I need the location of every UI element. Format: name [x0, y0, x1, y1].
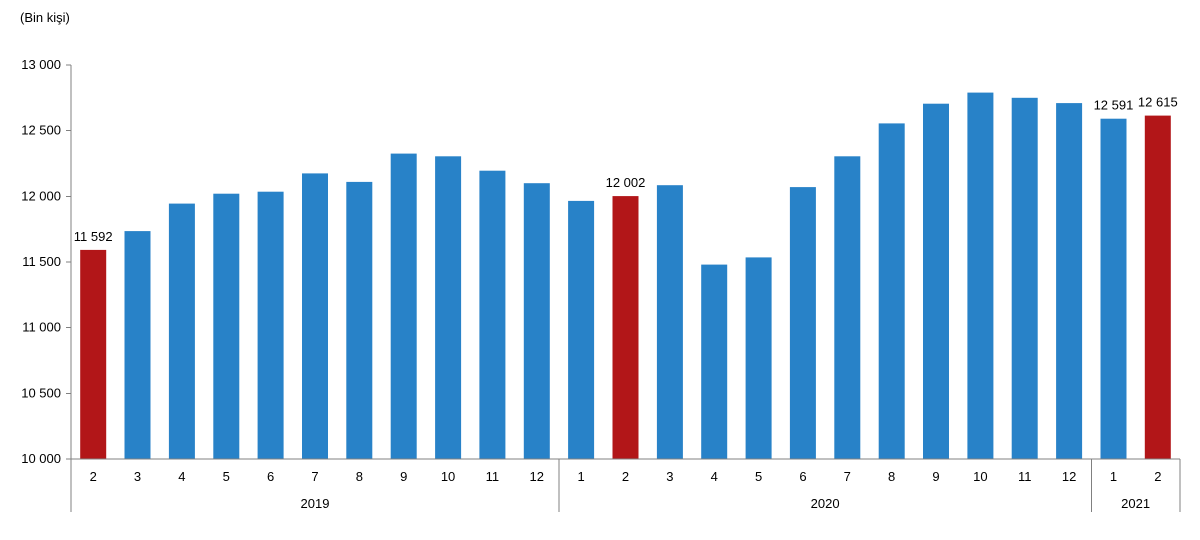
bar [302, 173, 328, 459]
x-tick-label: 2 [90, 469, 97, 484]
y-tick-label: 11 000 [22, 320, 61, 335]
x-tick-label: 8 [888, 469, 895, 484]
bar [435, 156, 462, 460]
data-label: 12 002 [606, 175, 646, 190]
y-tick-label: 10 500 [21, 385, 61, 400]
x-tick-label: 5 [223, 469, 230, 484]
y-tick-label: 10 000 [21, 451, 61, 466]
bar [80, 249, 107, 459]
x-tick-label: 6 [799, 469, 806, 484]
x-tick-label: 1 [578, 469, 585, 484]
y-tick-label: 13 000 [21, 57, 61, 72]
x-tick-label: 7 [844, 469, 851, 484]
y-tick-label: 12 500 [21, 123, 61, 138]
bar [1056, 103, 1083, 459]
bar [1100, 118, 1127, 459]
bar [257, 191, 284, 459]
x-tick-label: 8 [356, 469, 363, 484]
x-tick-label: 7 [311, 469, 318, 484]
data-label: 11 592 [74, 229, 113, 244]
y-tick-label: 12 000 [21, 188, 61, 203]
x-tick-label: 3 [666, 469, 673, 484]
x-group-label: 2021 [1121, 496, 1150, 511]
x-tick-label: 4 [711, 469, 718, 484]
bar [346, 181, 373, 459]
bar [967, 92, 994, 459]
x-tick-label: 10 [441, 469, 455, 484]
bars [80, 92, 1171, 460]
bar [656, 185, 683, 459]
bar [701, 264, 728, 459]
bar [568, 200, 595, 459]
bar [789, 187, 816, 459]
bar [168, 203, 195, 459]
bar [745, 257, 772, 459]
x-tick-label: 11 [1018, 469, 1032, 484]
x-tick-label: 11 [486, 469, 500, 484]
x-tick-label: 2 [1154, 469, 1161, 484]
x-group-label: 2019 [301, 496, 330, 511]
x-tick-label: 12 [1062, 469, 1076, 484]
x-tick-label: 10 [973, 469, 987, 484]
bar [1144, 115, 1171, 459]
bar [213, 193, 240, 459]
data-label: 12 615 [1138, 95, 1178, 110]
bar [1011, 97, 1038, 460]
bar [834, 156, 861, 460]
bar [523, 183, 550, 459]
bar [124, 231, 151, 459]
bar [878, 123, 905, 460]
x-tick-label: 4 [178, 469, 185, 484]
x-tick-label: 9 [932, 469, 939, 484]
x-tick-label: 9 [400, 469, 407, 484]
bar [479, 170, 506, 459]
bar [923, 103, 949, 459]
data-labels: 11 592 12 002 12 591 12 615 [74, 95, 1178, 244]
data-label: 12 591 [1094, 98, 1134, 113]
x-tick-label: 1 [1110, 469, 1117, 484]
bar [612, 196, 639, 459]
x-tick-label: 6 [267, 469, 274, 484]
unit-label: (Bin kişi) [20, 10, 70, 25]
bar [390, 153, 417, 459]
x-tick-label: 5 [755, 469, 762, 484]
y-axis: 10 000 10 500 11 000 11 500 12 000 12 500 13 0… [21, 57, 72, 466]
x-group-label: 2020 [811, 496, 840, 511]
x-tick-label: 3 [134, 469, 141, 484]
x-tick-label: 2 [622, 469, 629, 484]
x-tick-label: 12 [530, 469, 544, 484]
y-tick-label: 11 500 [22, 254, 61, 269]
